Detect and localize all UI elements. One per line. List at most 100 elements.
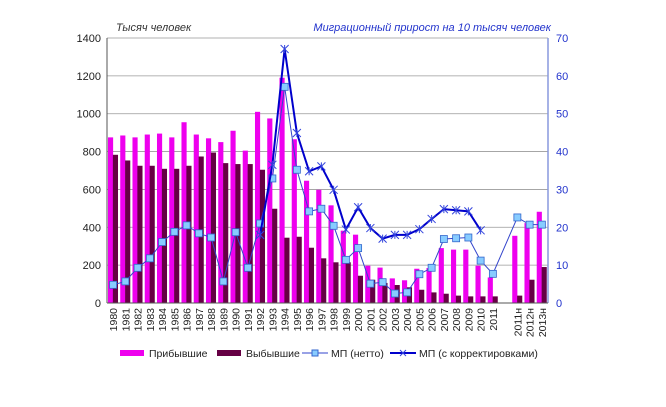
bar-arrived [352, 234, 359, 303]
marker-mp-net [194, 229, 203, 238]
bar-departed [517, 295, 523, 303]
marker-mp-corrected [292, 128, 302, 138]
marker-mp-net [231, 228, 240, 237]
right-tick-label: 70 [556, 33, 568, 45]
marker-mp-net [170, 227, 179, 236]
bar-arrived [144, 134, 150, 303]
x-tick-label: 2011н [512, 308, 524, 337]
marker-mp-net [243, 263, 252, 272]
bar-arrived [450, 249, 457, 303]
bar-arrived [316, 189, 322, 303]
bar-departed [308, 247, 315, 303]
x-tick-label: 1990 [231, 308, 243, 332]
legend-label: МП (с корректировками) [419, 348, 538, 360]
bar-arrived [205, 138, 212, 303]
bar-arrived [242, 150, 248, 303]
x-tick-label: 2010 [476, 308, 488, 332]
x-tick-label: 1991 [243, 308, 255, 332]
bar-arrived [181, 122, 187, 303]
bar-arrived [107, 137, 114, 303]
bar-arrived [512, 235, 518, 303]
bar-departed [223, 163, 229, 303]
x-tick-label: 2002 [378, 308, 390, 332]
bar-arrived [426, 267, 432, 303]
legend-marker-cross [399, 349, 407, 357]
x-tick-label: 2003 [390, 308, 402, 332]
marker-mp-corrected [317, 161, 326, 171]
legend-label: Выбывшие [246, 348, 300, 360]
x-tick-label: 2011 [488, 308, 500, 331]
marker-mp-net [452, 234, 461, 243]
bar-departed [370, 279, 376, 303]
bar-arrived [328, 205, 334, 303]
x-tick-label: 2005 [414, 308, 426, 332]
left-tick-label: 1400 [77, 33, 101, 45]
bar-departed [272, 208, 278, 303]
bar-departed [259, 169, 266, 303]
marker-mp-net [133, 263, 142, 272]
marker-mp-net [366, 279, 375, 288]
bar-arrived [156, 133, 163, 303]
x-tick-label: 2008 [451, 308, 463, 332]
legend-label: Прибывшие [149, 348, 208, 360]
left-tick-label: 600 [83, 184, 101, 196]
x-tick-label: 1984 [157, 308, 169, 332]
bar-departed [443, 293, 449, 303]
bar-arrived [438, 248, 444, 303]
bar-arrived [303, 180, 310, 303]
legend-swatch-departed [217, 350, 241, 356]
bar-departed [112, 154, 119, 303]
marker-mp-net [378, 278, 387, 287]
marker-mp-corrected [341, 225, 351, 234]
bar-departed [529, 279, 535, 303]
marker-mp-net [182, 221, 191, 230]
x-tick-label: 1992 [255, 308, 267, 332]
left-tick-label: 800 [83, 147, 101, 159]
x-tick-label: 2004 [402, 308, 414, 332]
bar-arrived [524, 223, 530, 303]
marker-mp-net [354, 244, 363, 253]
marker-mp-net [341, 255, 350, 264]
right-tick-label: 40 [556, 147, 568, 159]
x-tick-label: 1987 [194, 308, 206, 332]
x-tick-label: 1996 [304, 308, 316, 332]
bar-arrived [120, 135, 126, 303]
x-tick-label: 2013н [537, 308, 549, 337]
right-tick-label: 30 [556, 184, 568, 196]
right-tick-label: 50 [556, 109, 568, 121]
marker-mp-net [280, 82, 289, 91]
marker-mp-net [121, 277, 130, 286]
bar-departed [296, 236, 302, 303]
marker-mp-net [439, 235, 448, 243]
marker-mp-corrected [378, 234, 387, 243]
marker-mp-net [256, 219, 265, 228]
marker-mp-net [317, 204, 326, 213]
marker-mp-corrected [366, 223, 375, 233]
bar-departed [149, 165, 155, 303]
marker-mp-corrected [402, 230, 412, 240]
legend-swatch-arrived [120, 350, 144, 356]
marker-mp-corrected [255, 230, 265, 240]
x-tick-label: 1980 [108, 308, 120, 332]
marker-mp-corrected [464, 207, 473, 216]
bar-arrived [254, 111, 261, 303]
right-tick-label: 60 [556, 71, 568, 83]
bar-departed [431, 292, 437, 303]
bar-departed [247, 164, 253, 303]
right-tick-label: 0 [556, 298, 562, 310]
marker-mp-net [525, 220, 534, 229]
marker-mp-corrected [304, 166, 314, 176]
marker-mp-net [513, 213, 522, 222]
bar-departed [284, 237, 290, 303]
x-tick-label: 1981 [120, 308, 132, 332]
left-tick-label: 200 [83, 260, 101, 272]
bar-arrived [291, 139, 297, 303]
bar-departed [480, 296, 486, 303]
x-tick-label: 1986 [182, 308, 194, 332]
bar-departed [468, 296, 474, 303]
x-tick-label: 1985 [169, 308, 181, 332]
x-tick-label: 1999 [341, 308, 353, 332]
left-axis-title: Тысяч человек [116, 22, 192, 34]
bar-departed [455, 295, 462, 303]
